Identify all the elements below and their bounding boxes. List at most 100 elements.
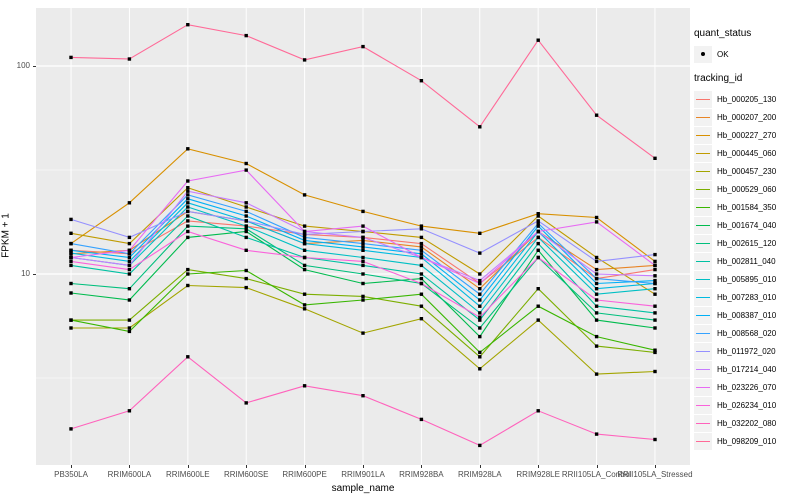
- x-tick-label: RRIM928LE: [516, 470, 560, 479]
- legend-item-Hb_000227_270: Hb_000227_270: [694, 126, 800, 144]
- data-point: [594, 113, 599, 117]
- data-point: [361, 224, 365, 228]
- data-point: [186, 193, 190, 197]
- legend-item-Hb_017214_040: Hb_017214_040: [694, 360, 800, 378]
- data-point: [594, 318, 599, 322]
- data-point: [536, 214, 540, 218]
- data-point: [127, 318, 132, 322]
- data-point: [478, 443, 482, 448]
- line-swatch-icon: [694, 324, 712, 342]
- data-point: [127, 329, 132, 334]
- x-tick-mark: [479, 465, 481, 468]
- legend-item-label: OK: [717, 49, 729, 59]
- x-tick-label: RRIM928LA: [457, 470, 502, 479]
- data-point: [536, 221, 540, 226]
- data-point: [302, 235, 307, 240]
- data-point: [594, 281, 599, 286]
- data-point: [302, 307, 307, 311]
- x-axis-title: sample_name: [331, 483, 395, 494]
- line-swatch-icon: [694, 90, 712, 108]
- x-tick-mark: [654, 465, 656, 468]
- data-point: [594, 215, 599, 220]
- data-point: [69, 248, 73, 252]
- data-point: [536, 304, 540, 308]
- legend-item-label: Hb_000529_060: [717, 184, 777, 194]
- legend-item-label: Hb_001674_040: [717, 220, 777, 230]
- x-tick-mark: [246, 465, 248, 468]
- data-point: [478, 278, 482, 283]
- x-tick-label: RRIM600SE: [223, 470, 269, 479]
- data-point: [419, 235, 424, 240]
- data-point: [478, 287, 482, 291]
- data-point: [478, 334, 482, 339]
- legend-quant-status: quant_status OK: [694, 28, 800, 63]
- data-point: [186, 23, 190, 27]
- data-point: [302, 238, 307, 243]
- data-point: [478, 311, 482, 315]
- data-point: [127, 259, 132, 264]
- data-point: [361, 248, 365, 252]
- data-point: [653, 304, 657, 308]
- data-point: [244, 235, 248, 240]
- x-tick-mark: [363, 465, 364, 468]
- data-point: [361, 209, 365, 214]
- x-tick-label: RRIM600LA: [107, 470, 152, 479]
- line-swatch-icon: [694, 126, 712, 144]
- data-point: [594, 298, 599, 302]
- data-point: [302, 292, 307, 296]
- data-point: [244, 268, 248, 273]
- legend-title-tracking-id: tracking_id: [694, 73, 743, 84]
- data-point: [244, 285, 248, 290]
- legend-item-Hb_007283_010: Hb_007283_010: [694, 288, 800, 306]
- data-point: [594, 432, 599, 436]
- data-point: [186, 229, 190, 234]
- data-point: [361, 394, 365, 398]
- data-point: [186, 283, 190, 288]
- legend-item-label: Hb_000457_230: [717, 166, 777, 176]
- data-point: [186, 179, 190, 183]
- data-point: [653, 259, 657, 264]
- y-tick-label: 10: [21, 269, 30, 278]
- line-swatch-icon: [694, 180, 712, 198]
- data-point: [127, 235, 132, 240]
- data-point: [244, 276, 248, 281]
- data-point: [594, 311, 599, 315]
- data-point: [69, 55, 73, 60]
- x-tick-label: RRII105LA_Control: [561, 470, 632, 479]
- data-point: [186, 186, 190, 190]
- data-point: [594, 304, 599, 308]
- legend-title-quant-status: quant_status: [694, 28, 752, 39]
- data-point: [536, 224, 540, 228]
- legend-item-Hb_023226_070: Hb_023226_070: [694, 378, 800, 396]
- data-point: [653, 350, 657, 355]
- legend-item-label: Hb_008387_010: [717, 310, 777, 320]
- data-point: [361, 245, 365, 249]
- legend-item-Hb_005895_010: Hb_005895_010: [694, 270, 800, 288]
- data-point: [653, 311, 657, 315]
- data-point: [419, 276, 424, 281]
- data-point: [361, 44, 365, 49]
- legend-item-label: Hb_000207_200: [717, 112, 777, 122]
- data-point: [302, 229, 307, 234]
- data-point: [419, 241, 424, 246]
- legend-item-Hb_026234_010: Hb_026234_010: [694, 396, 800, 414]
- data-point: [244, 214, 248, 218]
- legend-item-Hb_001674_040: Hb_001674_040: [694, 216, 800, 234]
- legend-item-Hb_000457_230: Hb_000457_230: [694, 162, 800, 180]
- data-point: [361, 298, 365, 302]
- data-point: [536, 229, 540, 234]
- data-point: [478, 231, 482, 235]
- data-point: [69, 318, 73, 322]
- legend-item-label: Hb_002811_040: [717, 256, 776, 266]
- data-point: [536, 248, 540, 252]
- data-point: [478, 304, 482, 308]
- x-tick-label: RRIM928BA: [399, 470, 444, 479]
- data-point: [127, 263, 132, 268]
- line-swatch-icon: [694, 432, 712, 450]
- data-point: [127, 298, 132, 302]
- data-point: [478, 318, 482, 322]
- data-point: [419, 224, 424, 228]
- legend-item-Hb_008568_020: Hb_008568_020: [694, 324, 800, 342]
- line-swatch-icon: [694, 414, 712, 432]
